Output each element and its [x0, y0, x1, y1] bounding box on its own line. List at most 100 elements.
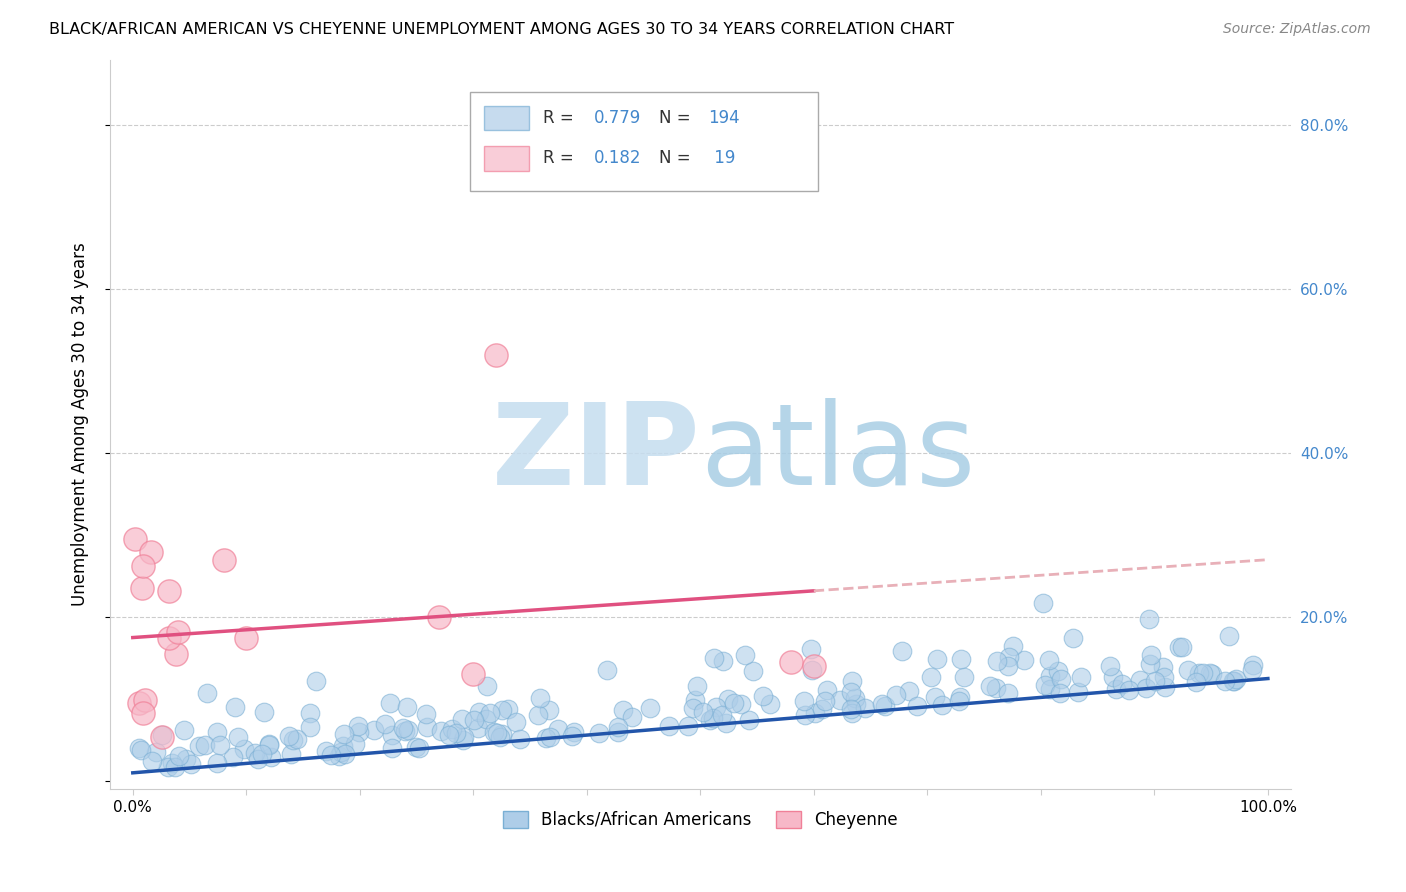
Point — [1201, 667, 1223, 681]
Point — [1101, 670, 1123, 684]
Point — [319, 747, 342, 762]
Point — [683, 693, 706, 707]
Point — [505, 714, 527, 729]
Point — [463, 667, 485, 681]
Point — [344, 738, 367, 752]
Point — [800, 641, 823, 656]
Point — [160, 756, 183, 770]
Point — [714, 715, 737, 730]
Point — [482, 725, 505, 739]
Point — [1033, 678, 1056, 692]
Point — [815, 682, 838, 697]
Point — [686, 679, 709, 693]
Point — [890, 644, 912, 658]
Point — [222, 750, 245, 764]
Point — [841, 702, 863, 716]
Point — [173, 723, 195, 737]
Point — [658, 719, 681, 733]
Point — [132, 559, 155, 574]
Point — [1225, 672, 1247, 686]
Point — [702, 711, 724, 725]
Point — [187, 739, 209, 754]
Point — [547, 722, 569, 736]
Point — [253, 705, 276, 719]
Point — [333, 747, 356, 761]
Point — [1118, 682, 1140, 697]
Point — [159, 583, 181, 598]
Point — [128, 696, 150, 710]
Point — [1168, 640, 1191, 654]
FancyBboxPatch shape — [470, 93, 818, 191]
Point — [814, 694, 837, 708]
Point — [150, 730, 173, 744]
FancyBboxPatch shape — [484, 145, 529, 170]
Point — [315, 744, 337, 758]
Point — [380, 740, 402, 755]
Point — [485, 348, 508, 362]
Point — [537, 703, 560, 717]
Point — [811, 702, 834, 716]
Text: 194: 194 — [709, 109, 740, 127]
Point — [145, 745, 167, 759]
Point — [804, 706, 827, 720]
Point — [209, 738, 232, 752]
Point — [742, 664, 765, 678]
Point — [1222, 674, 1244, 689]
Point — [1213, 674, 1236, 689]
Point — [1152, 660, 1174, 674]
Point — [396, 700, 419, 714]
Point — [949, 690, 972, 704]
Text: R =: R = — [543, 109, 579, 127]
Point — [194, 739, 217, 753]
Point — [394, 723, 416, 738]
Y-axis label: Unemployment Among Ages 30 to 34 years: Unemployment Among Ages 30 to 34 years — [72, 243, 89, 607]
Point — [391, 722, 413, 736]
Point — [333, 727, 356, 741]
Point — [1140, 648, 1163, 662]
Point — [132, 706, 155, 720]
Point — [150, 728, 173, 742]
Point — [463, 713, 485, 727]
Text: 0.182: 0.182 — [595, 149, 641, 167]
Point — [752, 689, 775, 703]
Point — [1153, 670, 1175, 684]
Point — [1032, 596, 1054, 610]
Point — [870, 697, 893, 711]
Point — [285, 731, 308, 746]
Point — [1063, 632, 1085, 646]
Point — [165, 648, 187, 662]
Point — [1047, 664, 1070, 678]
Point — [488, 730, 510, 744]
Point — [561, 729, 583, 743]
Point — [235, 631, 257, 645]
Point — [475, 679, 498, 693]
Point — [1039, 669, 1062, 683]
Point — [1098, 659, 1121, 673]
Text: 19: 19 — [709, 149, 735, 167]
Point — [1185, 675, 1208, 690]
Point — [1105, 682, 1128, 697]
Point — [396, 723, 419, 737]
Point — [453, 733, 475, 747]
Point — [141, 754, 163, 768]
Point — [224, 699, 246, 714]
Point — [1154, 680, 1177, 694]
Point — [205, 724, 228, 739]
Point — [538, 730, 561, 744]
Point — [430, 723, 453, 738]
Point — [1192, 665, 1215, 680]
Point — [997, 659, 1019, 673]
Point — [905, 698, 928, 713]
Point — [706, 700, 728, 714]
Point — [427, 610, 450, 624]
Point — [1240, 663, 1263, 677]
Point — [277, 729, 299, 743]
Point — [986, 681, 1008, 696]
Point — [330, 745, 353, 759]
Point — [678, 719, 700, 733]
Point — [1038, 653, 1060, 667]
Point — [682, 701, 704, 715]
Point — [349, 725, 371, 739]
Text: N =: N = — [659, 149, 696, 167]
Point — [245, 747, 267, 761]
